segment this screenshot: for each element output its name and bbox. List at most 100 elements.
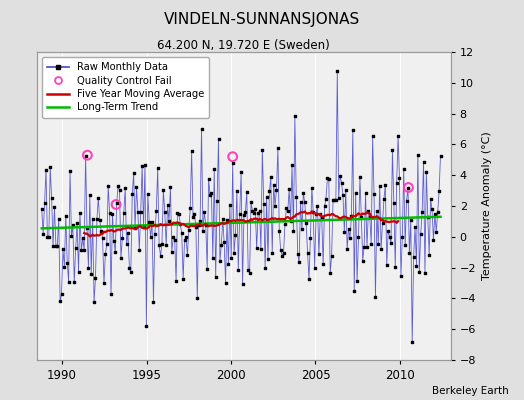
Point — [83, 224, 91, 231]
Point — [84, 264, 93, 271]
Point — [346, 235, 354, 241]
Point — [342, 187, 350, 194]
Point — [394, 133, 402, 140]
Point — [101, 251, 110, 258]
Point — [213, 198, 221, 204]
Point — [291, 113, 299, 120]
Point — [431, 211, 439, 218]
Point — [279, 250, 288, 256]
Point — [103, 241, 111, 247]
Point — [422, 169, 431, 176]
Point — [221, 280, 230, 286]
Point — [93, 216, 101, 222]
Point — [91, 275, 100, 281]
Point — [312, 210, 320, 217]
Point — [293, 251, 302, 257]
Point — [380, 196, 388, 202]
Point — [57, 291, 66, 297]
Point — [419, 158, 428, 165]
Point — [425, 252, 433, 258]
Point — [74, 268, 83, 275]
Point — [71, 245, 80, 252]
Point — [162, 242, 170, 248]
Point — [231, 232, 239, 238]
Point — [155, 242, 163, 248]
Point — [318, 215, 326, 221]
Point — [336, 173, 344, 179]
Point — [145, 219, 154, 225]
Point — [259, 200, 268, 207]
Point — [209, 255, 217, 262]
Point — [404, 184, 412, 191]
Point — [391, 264, 399, 270]
Point — [200, 209, 209, 215]
Point — [97, 228, 105, 234]
Point — [184, 227, 193, 234]
Point — [265, 188, 274, 195]
Point — [415, 269, 423, 276]
Point — [39, 230, 47, 237]
Point — [386, 233, 394, 240]
Point — [251, 206, 259, 212]
Point — [360, 243, 368, 250]
Point — [405, 250, 413, 256]
Point — [49, 243, 57, 249]
Point — [113, 200, 121, 206]
Point — [278, 252, 286, 259]
Title: 64.200 N, 19.720 E (Sweden): 64.200 N, 19.720 E (Sweden) — [157, 39, 330, 52]
Point — [165, 218, 173, 224]
Point — [206, 191, 214, 198]
Point — [263, 193, 271, 200]
Point — [179, 276, 188, 282]
Point — [343, 246, 352, 252]
Point — [230, 250, 238, 256]
Point — [129, 170, 138, 177]
Point — [435, 188, 443, 194]
Text: Berkeley Earth: Berkeley Earth — [432, 386, 508, 396]
Point — [285, 186, 293, 192]
Point — [54, 215, 63, 222]
Point — [151, 230, 159, 237]
Point — [344, 225, 353, 232]
Point — [168, 248, 176, 255]
Point — [202, 222, 210, 228]
Point — [137, 208, 145, 215]
Point — [388, 147, 397, 154]
Point — [154, 165, 162, 171]
Point — [362, 190, 370, 196]
Point — [309, 209, 318, 216]
Point — [319, 261, 328, 267]
Point — [83, 152, 92, 158]
Point — [269, 181, 278, 188]
Point — [427, 196, 435, 202]
Point — [193, 294, 202, 301]
Point — [85, 192, 94, 198]
Point — [310, 265, 319, 272]
Point — [381, 182, 389, 188]
Point — [306, 234, 314, 241]
Point — [105, 210, 114, 216]
Point — [62, 212, 70, 219]
Point — [146, 234, 155, 240]
Point — [373, 208, 381, 215]
Point — [333, 68, 342, 75]
Point — [66, 168, 74, 174]
Point — [112, 201, 121, 208]
Point — [323, 175, 332, 182]
Point — [408, 339, 417, 346]
Point — [178, 230, 186, 236]
Point — [148, 218, 156, 225]
Point — [433, 209, 442, 216]
Point — [399, 166, 408, 172]
Legend: Raw Monthly Data, Quality Control Fail, Five Year Moving Average, Long-Term Tren: Raw Monthly Data, Quality Control Fail, … — [42, 57, 209, 118]
Point — [374, 241, 383, 247]
Point — [402, 198, 411, 204]
Point — [271, 202, 279, 209]
Point — [204, 176, 213, 183]
Point — [99, 235, 107, 241]
Point — [274, 145, 282, 152]
Point — [132, 184, 140, 190]
Point — [384, 228, 392, 234]
Point — [283, 207, 292, 214]
Point — [104, 182, 113, 189]
